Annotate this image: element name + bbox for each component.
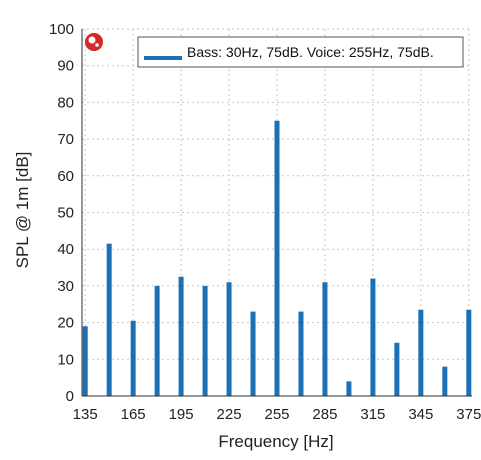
bar-330 [394, 342, 400, 396]
bar-180 [154, 285, 160, 396]
y-tick-label-70: 70 [57, 131, 74, 148]
y-tick-label-20: 20 [57, 315, 74, 332]
legend-box [137, 36, 464, 68]
y-tick-label-0: 0 [66, 388, 74, 405]
bars [82, 120, 472, 396]
y-tick-label-80: 80 [57, 94, 74, 111]
y-tick-label-50: 50 [57, 205, 74, 222]
x-tick-labels: 135 165 195 225 255 285 315 345 375 [73, 406, 481, 423]
bar-360 [442, 366, 448, 396]
bar-240 [250, 311, 256, 396]
bar-210 [202, 285, 208, 396]
axes [81, 29, 472, 397]
bar-165 [130, 320, 136, 396]
bar-375 [466, 309, 472, 396]
y-tick-label-40: 40 [57, 241, 74, 258]
x-tick-label-285: 285 [312, 406, 337, 423]
x-tick-label-255: 255 [264, 406, 289, 423]
y-tick-label-60: 60 [57, 168, 74, 185]
bar-135 [82, 326, 88, 396]
x-axis-title: Frequency [Hz] [218, 432, 333, 451]
bar-195 [178, 276, 184, 396]
bar-255 [274, 120, 280, 396]
legend-label: Bass: 30Hz, 75dB. Voice: 255Hz, 75dB. [187, 44, 434, 60]
x-tick-label-135: 135 [73, 406, 98, 423]
x-tick-label-315: 315 [360, 406, 385, 423]
y-tick-label-100: 100 [49, 21, 74, 38]
y-tick-label-10: 10 [57, 351, 74, 368]
legend: Bass: 30Hz, 75dB. Voice: 255Hz, 75dB. [137, 36, 464, 68]
x-tick-label-195: 195 [169, 406, 194, 423]
brand-logo-icon [85, 33, 103, 51]
bar-345 [418, 309, 424, 396]
bar-270 [298, 311, 304, 396]
y-tick-labels: 0 10 20 30 40 50 60 70 80 90 100 [49, 21, 74, 405]
bar-150 [106, 243, 112, 396]
bar-285 [322, 282, 328, 396]
x-tick-label-345: 345 [408, 406, 433, 423]
x-tick-label-225: 225 [217, 406, 242, 423]
x-tick-label-375: 375 [456, 406, 481, 423]
bar-225 [226, 282, 232, 396]
y-tick-label-90: 90 [57, 58, 74, 75]
x-tick-label-165: 165 [121, 406, 146, 423]
bar-300 [346, 381, 352, 396]
bar-315 [370, 278, 376, 396]
y-axis-title: SPL @ 1m [dB] [13, 152, 32, 269]
y-tick-label-30: 30 [57, 278, 74, 295]
